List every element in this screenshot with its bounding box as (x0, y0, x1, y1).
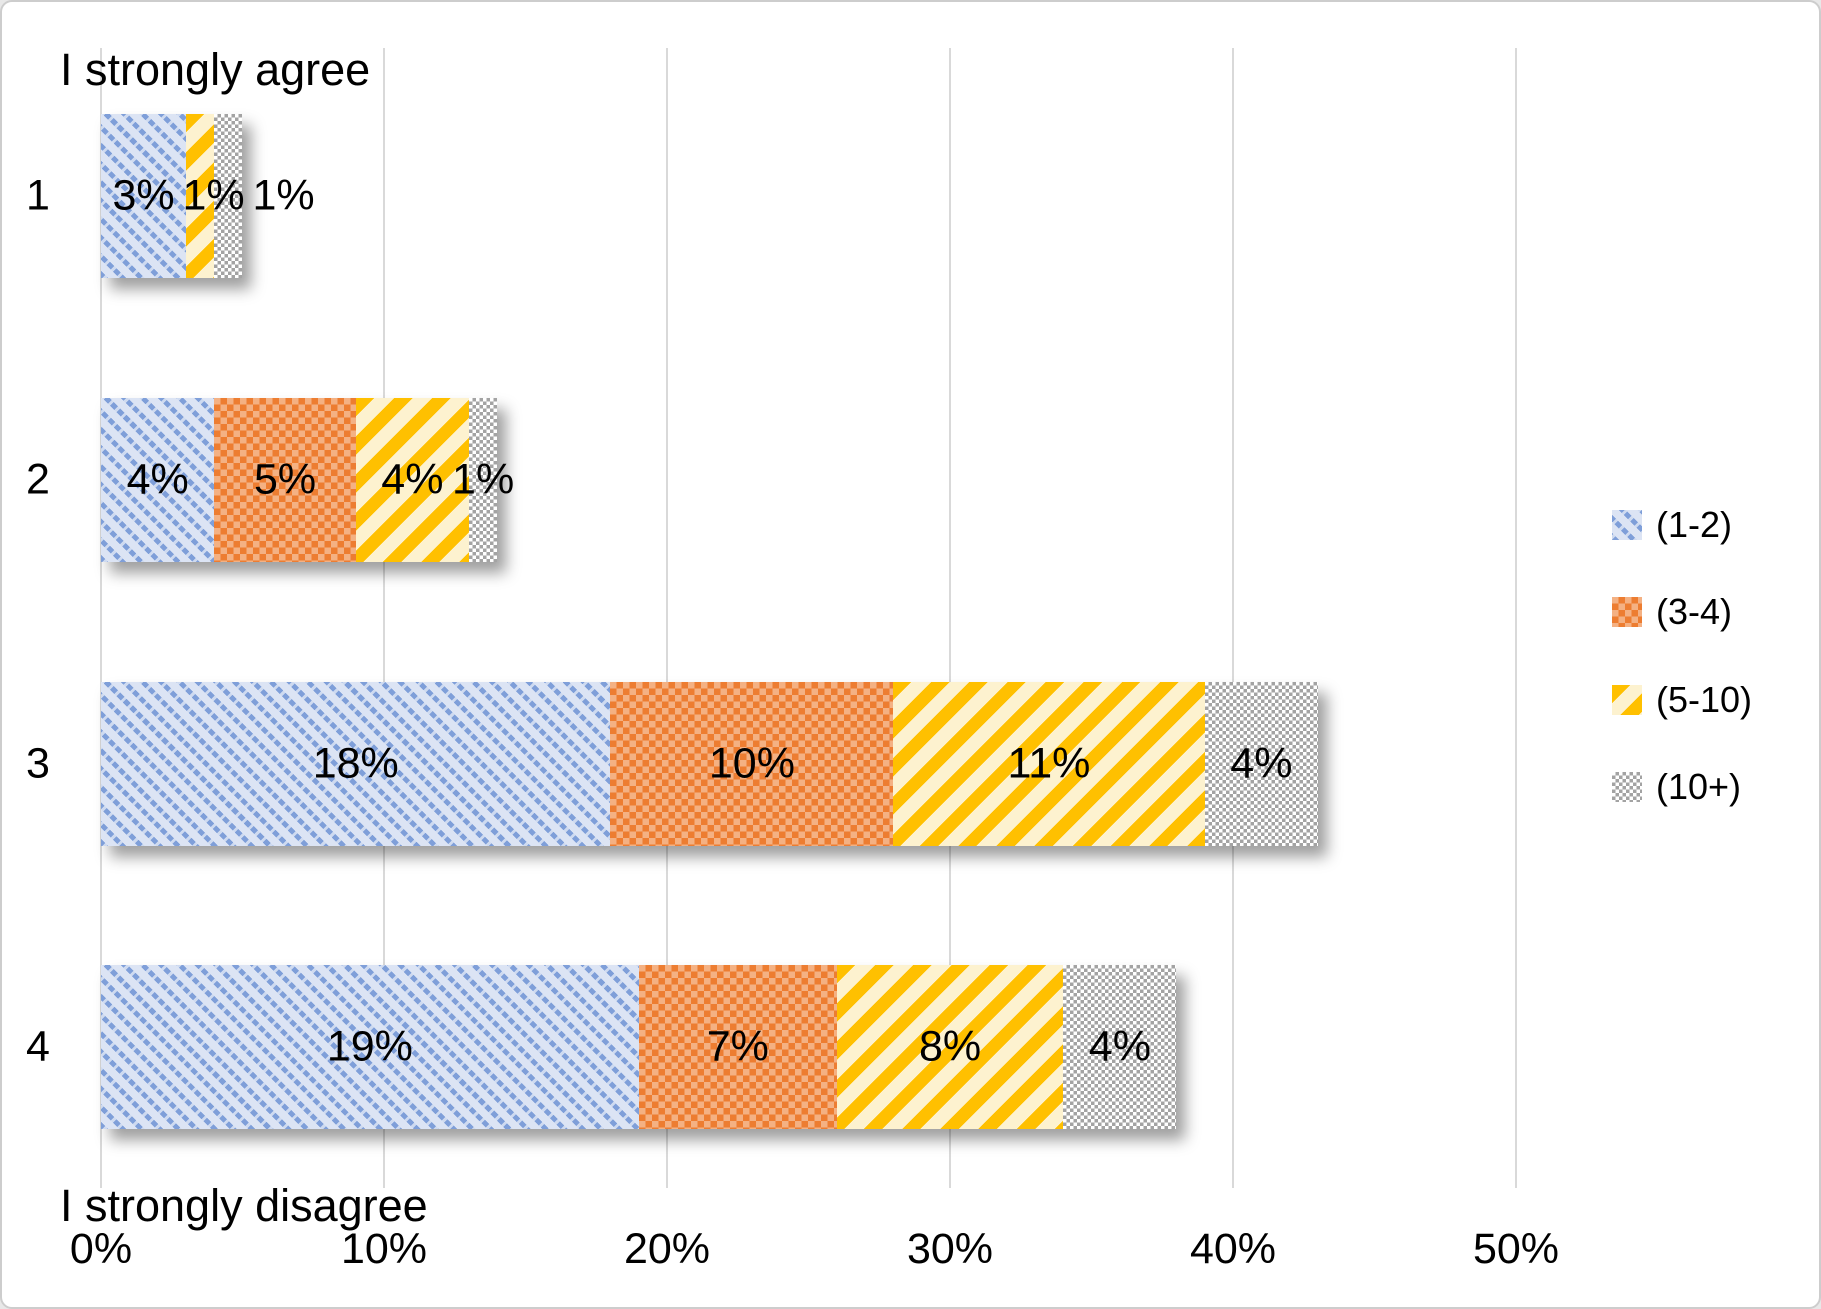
bar-segment (101, 965, 639, 1130)
data-label: 4% (381, 455, 444, 504)
bar-segment (893, 681, 1205, 846)
bar-segment (185, 114, 215, 278)
axis-caption-top: I strongly agree (60, 44, 371, 95)
category-label: 3 (26, 739, 50, 788)
data-label: 1% (452, 455, 515, 504)
x-tick-label: 10% (340, 1225, 428, 1273)
gridline (949, 48, 951, 1188)
legend-item: (1-2) (1612, 507, 1732, 543)
gridline (1515, 48, 1517, 1188)
category-label: 1 (26, 171, 50, 220)
x-tick-label: 20% (623, 1225, 711, 1273)
legend-swatch (1612, 597, 1642, 628)
bar-row (101, 681, 1318, 846)
data-label: 8% (919, 1022, 982, 1071)
x-tick-label: 40% (1189, 1225, 1277, 1273)
bar-segment (610, 681, 894, 846)
gridline (1232, 48, 1234, 1188)
bar-segment (214, 114, 243, 278)
data-label: 3% (112, 171, 175, 220)
legend-item: (3-4) (1612, 594, 1732, 630)
bar-segment (214, 397, 356, 562)
bar-segment (836, 965, 1064, 1130)
bar-segment (101, 114, 186, 278)
bar-segment (101, 681, 611, 846)
bar-segment (638, 965, 837, 1130)
legend-label: (5-10) (1656, 678, 1753, 720)
data-label: 4% (126, 455, 189, 504)
gridline (100, 48, 102, 1188)
gridline (666, 48, 668, 1188)
legend-label: (10+) (1656, 765, 1742, 807)
x-tick-label: 30% (906, 1225, 994, 1273)
data-label: 1% (182, 171, 245, 220)
bar-segment (1204, 681, 1318, 846)
bar-row (101, 114, 243, 278)
data-label: 5% (253, 455, 317, 504)
data-label: 1% (252, 171, 315, 220)
data-label: 18% (312, 739, 399, 788)
category-label: 4 (26, 1022, 50, 1071)
bar-segment (101, 397, 215, 562)
data-label: 19% (326, 1022, 413, 1071)
legend-swatch (1612, 510, 1642, 540)
legend-swatch (1612, 684, 1642, 715)
bar-segment (355, 397, 469, 562)
axis-caption-bottom: I strongly disagree (60, 1180, 428, 1231)
bar-row (101, 397, 498, 562)
legend-swatch (1612, 771, 1642, 802)
legend-label: (1-2) (1656, 504, 1733, 545)
bar-row (101, 965, 1177, 1130)
x-tick-label: 50% (1472, 1225, 1560, 1273)
data-label: 11% (1007, 739, 1091, 788)
data-label: 7% (706, 1022, 769, 1071)
legend-item: (5-10) (1612, 678, 1753, 720)
legend-item: (10+) (1612, 765, 1742, 807)
bar-segment (1063, 965, 1177, 1130)
category-label: 2 (26, 455, 50, 504)
data-label: 4% (1088, 1022, 1151, 1071)
x-tick-label: 0% (69, 1225, 133, 1273)
gridline (383, 48, 385, 1188)
data-label: 10% (708, 739, 795, 788)
bar-segment (468, 397, 498, 562)
data-label: 4% (1230, 739, 1293, 788)
legend-label: (3-4) (1656, 591, 1733, 633)
